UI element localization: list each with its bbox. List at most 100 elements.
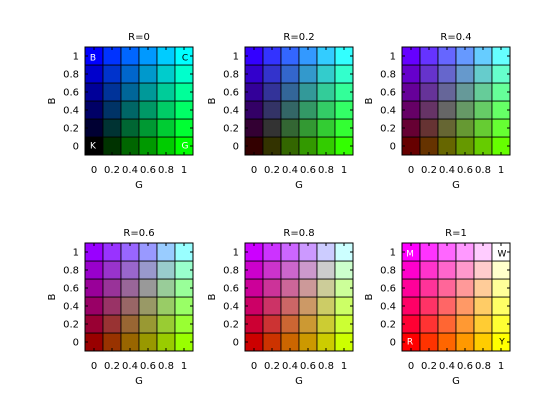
color-cell (437, 82, 457, 102)
color-cell (455, 278, 475, 298)
x-tick-label: 0.8 (318, 361, 334, 372)
x-axis-label: G (135, 180, 143, 191)
color-cell (102, 314, 122, 334)
color-cell (473, 296, 493, 316)
color-cell (473, 100, 493, 120)
color-cell (280, 314, 300, 334)
y-tick-label: 0.4 (380, 302, 396, 313)
x-tick-label: 0.4 (439, 165, 455, 176)
color-cell (316, 118, 336, 138)
y-tick-label: 0.2 (380, 320, 396, 331)
y-tick-label: 0.6 (63, 88, 79, 99)
color-cell (120, 260, 140, 280)
x-tick-label: 0 (91, 361, 97, 372)
y-tick-label: 0.4 (63, 106, 79, 117)
y-tick-label: 1 (390, 248, 396, 259)
color-cell (138, 118, 158, 138)
color-cell (419, 64, 439, 84)
axes-frame (84, 46, 194, 156)
color-cell (120, 100, 140, 120)
color-cell (138, 82, 158, 102)
color-cell (316, 64, 336, 84)
color-cell (102, 118, 122, 138)
y-tick-label: 0 (73, 338, 79, 349)
x-tick-label: 0.2 (104, 165, 120, 176)
color-cell (316, 100, 336, 120)
color-cell (473, 260, 493, 280)
color-cell (262, 64, 282, 84)
color-cell (156, 314, 176, 334)
subplot-title: R=1 (445, 228, 467, 239)
y-tick-label: 0.2 (223, 124, 239, 135)
color-cell (156, 100, 176, 120)
color-cell (437, 278, 457, 298)
color-cell (419, 296, 439, 316)
x-tick-label: 0.6 (140, 361, 156, 372)
x-tick-label: 0.4 (122, 165, 138, 176)
corner-label: Y (498, 338, 505, 348)
axes-frame (401, 46, 511, 156)
color-cell (419, 118, 439, 138)
color-cell (316, 314, 336, 334)
x-tick-label: 0.6 (300, 165, 316, 176)
x-tick-label: 0.2 (421, 165, 437, 176)
y-axis-label: B (364, 97, 375, 104)
y-tick-label: 0 (390, 142, 396, 153)
color-cell (156, 296, 176, 316)
y-tick-label: 0.6 (223, 88, 239, 99)
x-tick-label: 0.8 (158, 361, 174, 372)
color-cell (298, 278, 318, 298)
subplot-title: R=0 (128, 32, 150, 43)
color-cell (262, 118, 282, 138)
color-cell (316, 296, 336, 316)
x-tick-label: 0.4 (282, 361, 298, 372)
corner-label: C (182, 54, 188, 64)
x-tick-label: 0.8 (475, 361, 491, 372)
color-cell (262, 278, 282, 298)
y-axis-label: B (47, 293, 58, 300)
axes-frame (244, 242, 354, 352)
color-cell (280, 296, 300, 316)
x-tick-label: 0.2 (421, 361, 437, 372)
axes-frame (244, 46, 354, 156)
x-axis-label: G (452, 180, 460, 191)
y-tick-label: 0.4 (223, 106, 239, 117)
color-cell (120, 278, 140, 298)
color-cell (138, 64, 158, 84)
color-cell (419, 278, 439, 298)
color-cell (316, 278, 336, 298)
color-cell (138, 100, 158, 120)
color-cell (102, 64, 122, 84)
color-cell (138, 278, 158, 298)
color-cell (437, 296, 457, 316)
y-tick-label: 0.8 (223, 70, 239, 81)
x-tick-label: 1 (341, 165, 347, 176)
x-tick-label: 0.2 (264, 361, 280, 372)
color-cell (138, 296, 158, 316)
color-cell (120, 82, 140, 102)
corner-label: B (90, 54, 96, 64)
y-tick-label: 0.8 (380, 70, 396, 81)
x-tick-label: 0.4 (439, 361, 455, 372)
color-cell (298, 296, 318, 316)
y-tick-label: 1 (390, 52, 396, 63)
y-tick-label: 0.8 (223, 266, 239, 277)
corner-label: K (90, 142, 97, 152)
y-tick-label: 0.6 (380, 88, 396, 99)
y-tick-label: 0.2 (63, 124, 79, 135)
color-cell (437, 64, 457, 84)
y-tick-label: 0.6 (223, 284, 239, 295)
color-cell (262, 260, 282, 280)
color-cell (473, 314, 493, 334)
color-cell (280, 118, 300, 138)
color-cell (138, 260, 158, 280)
color-cell (102, 260, 122, 280)
x-tick-label: 1 (181, 165, 187, 176)
x-tick-label: 0 (251, 361, 257, 372)
x-tick-label: 0.6 (457, 361, 473, 372)
color-cell (262, 82, 282, 102)
y-tick-label: 0.2 (223, 320, 239, 331)
x-tick-label: 0.4 (122, 361, 138, 372)
